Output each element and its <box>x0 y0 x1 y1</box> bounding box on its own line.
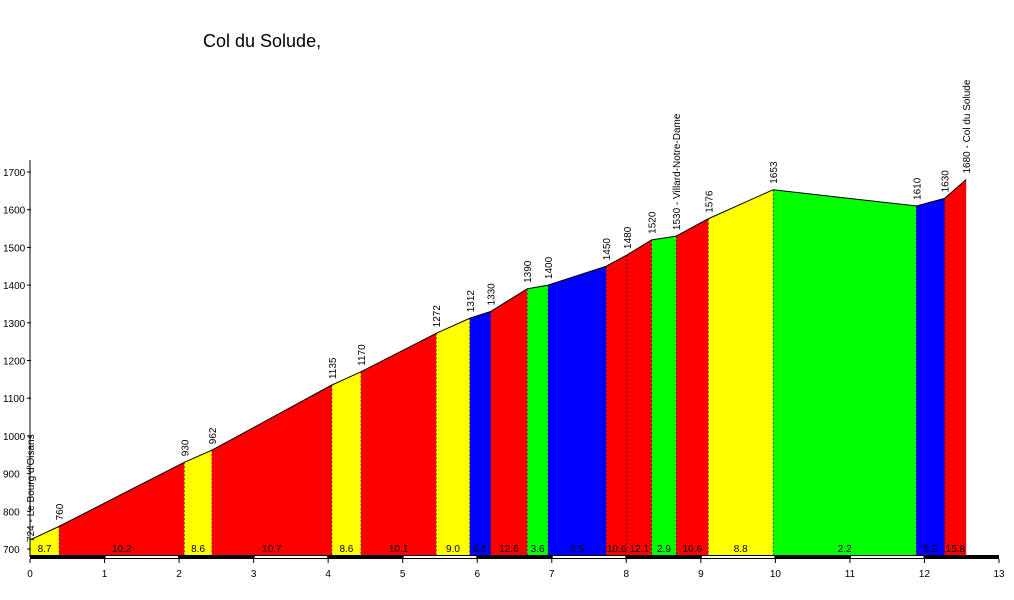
profile-segment <box>606 254 628 555</box>
profile-segment <box>184 450 212 555</box>
gradient-label: 3.6 <box>531 544 545 555</box>
gradient-label: 10.6 <box>683 544 703 555</box>
gradient-label: 15.8 <box>946 544 966 555</box>
profile-segment <box>944 179 967 556</box>
elevation-label: 930 <box>180 439 191 456</box>
y-tick-label: 1400 <box>3 281 26 292</box>
gradient-label: 8.8 <box>734 544 748 555</box>
gradient-label: 10.7 <box>262 544 282 555</box>
y-tick-label: 1200 <box>3 357 26 368</box>
elevation-label: 1330 <box>487 283 498 306</box>
profile-segment <box>773 189 917 555</box>
gradient-label: 6.5 <box>473 544 487 555</box>
gradient-label: 10.2 <box>112 544 132 555</box>
x-tick-label: 10 <box>770 569 782 580</box>
x-axis-km-band <box>403 556 477 558</box>
elevation-labels: 724 - Le Bourg d'Oisans 760 930 962 1135 1170… <box>26 79 973 542</box>
elevation-label: 760 <box>55 503 66 520</box>
profile-segment <box>469 311 491 555</box>
profile-segment <box>211 385 332 555</box>
profile-segment <box>651 236 677 555</box>
x-axis-km-band <box>850 556 924 558</box>
elevation-label: 1135 <box>328 357 339 379</box>
x-tick-label: 11 <box>845 569 856 580</box>
elevation-label: 1450 <box>602 238 613 261</box>
gradient-label: 8.6 <box>339 544 353 555</box>
elevation-label: 1170 <box>357 344 368 366</box>
y-tick-label: 900 <box>3 470 20 481</box>
y-tick-label: 700 <box>3 545 20 556</box>
x-tick-label: 13 <box>993 569 1005 580</box>
profile-outline <box>29 179 967 541</box>
profile-segment <box>708 189 774 555</box>
profile-segment <box>436 318 470 555</box>
elevation-label: 962 <box>208 427 219 444</box>
elevation-label: 1520 <box>648 211 659 234</box>
x-tick-label: 12 <box>919 569 931 580</box>
x-axis-bar <box>30 555 999 559</box>
profile-segment <box>676 218 709 556</box>
x-tick-label: 6 <box>474 569 480 580</box>
x-axis-km-band <box>105 556 179 558</box>
profile-segment <box>331 371 361 555</box>
x-tick-label: 4 <box>325 569 331 580</box>
elevation-label: 1272 <box>432 305 443 328</box>
x-tick-label: 7 <box>549 569 555 580</box>
profile-segment <box>59 462 185 555</box>
gradient-label: 2.9 <box>657 544 671 555</box>
x-tick-label: 9 <box>698 569 704 580</box>
gradient-label: 10.6 <box>607 544 627 555</box>
segment-dividers <box>58 189 945 555</box>
y-tick-label: 1500 <box>3 243 26 254</box>
elevation-label: 1530 - Villard-Notre-Dame <box>672 113 683 230</box>
gradient-label: 8.7 <box>38 544 52 555</box>
elevation-label: 1480 <box>623 226 634 249</box>
gradient-label: 9.0 <box>446 544 460 555</box>
elevation-label: 724 - Le Bourg d'Oisans <box>26 434 37 542</box>
gradient-label: 8.6 <box>191 544 205 555</box>
x-tick-label: 0 <box>27 569 33 580</box>
elevation-label: 1312 <box>466 290 477 313</box>
x-tick-label: 5 <box>400 569 406 580</box>
gradient-label: 6.5 <box>570 544 584 555</box>
gradient-labels: 8.7 10.2 8.6 10.7 8.6 10.1 9.0 6.5 12.6 3.6 6.5 10.… <box>38 544 966 555</box>
y-tick-label: 1000 <box>3 432 26 443</box>
elevation-label: 1400 <box>544 256 555 279</box>
profile-segment <box>30 526 60 555</box>
gradient-label: 5.2 <box>923 544 937 555</box>
profile-segment <box>548 266 607 555</box>
profile-segment <box>916 198 945 555</box>
elevation-label: 1576 <box>704 190 715 213</box>
elevation-label: 1390 <box>523 260 534 283</box>
y-tick-label: 1600 <box>3 206 26 217</box>
x-tick-label: 2 <box>176 569 182 580</box>
elevation-label: 1680 - Col du Solude <box>962 79 973 173</box>
elevation-label: 1653 <box>769 161 780 184</box>
profile-segments <box>30 179 967 556</box>
x-axis-km-band <box>701 556 775 558</box>
gradient-label: 10.1 <box>389 544 409 555</box>
x-tick-label: 1 <box>102 569 108 580</box>
profile-segment <box>490 288 528 555</box>
profile-segment <box>627 239 652 556</box>
elevation-label: 1610 <box>912 177 923 200</box>
axes: 7008009001000110012001300140015001600170… <box>3 160 1005 580</box>
y-tick-label: 1700 <box>3 168 26 179</box>
gradient-label: 12.1 <box>630 544 650 555</box>
y-tick-label: 800 <box>3 507 20 518</box>
elevation-label: 1630 <box>941 170 952 193</box>
x-tick-label: 3 <box>251 569 257 580</box>
profile-line <box>29 179 967 541</box>
y-tick-label: 1100 <box>3 394 25 405</box>
x-axis-km-band <box>254 556 328 558</box>
x-axis-km-band <box>552 556 626 558</box>
x-tick-label: 8 <box>624 569 630 580</box>
gradient-label: 2.2 <box>838 544 852 555</box>
gradient-label: 12.6 <box>499 544 519 555</box>
chart-title: Col du Solude, <box>203 31 321 51</box>
profile-segment <box>360 333 437 555</box>
y-tick-label: 1300 <box>3 319 26 330</box>
profile-segment <box>527 285 549 555</box>
